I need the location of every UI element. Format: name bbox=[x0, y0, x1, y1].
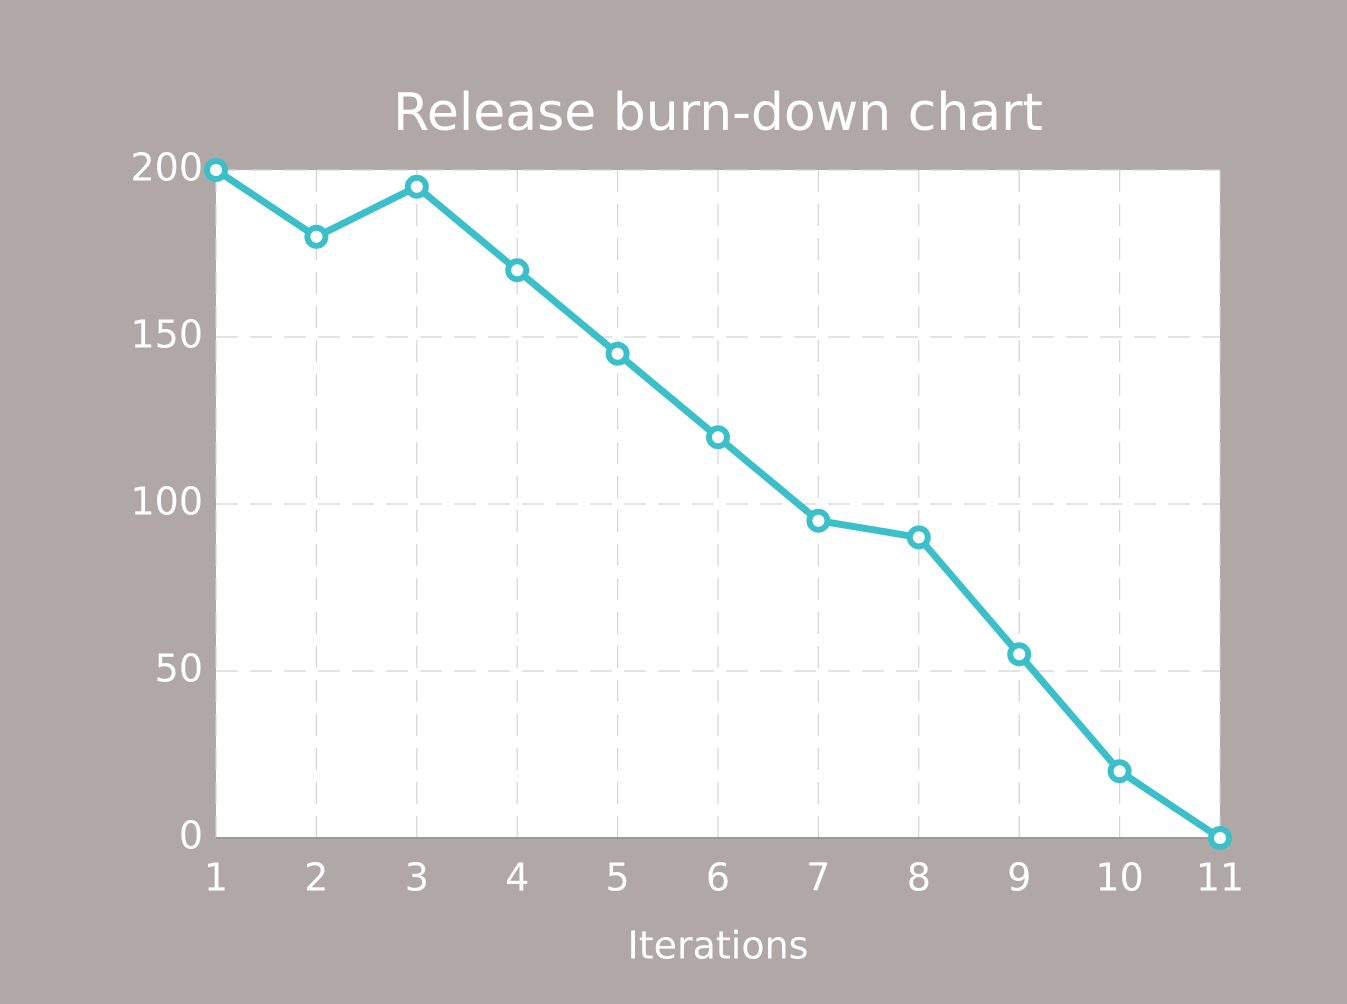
x-axis-title: Iterations bbox=[628, 924, 809, 968]
data-point bbox=[1007, 642, 1032, 667]
data-point bbox=[404, 174, 429, 199]
data-point bbox=[304, 224, 329, 249]
y-tick-label: 200 bbox=[130, 146, 203, 190]
y-tick-label: 50 bbox=[155, 647, 203, 691]
x-tick-label: 1 bbox=[204, 856, 228, 900]
y-tick-label: 150 bbox=[130, 313, 203, 357]
x-tick-label: 10 bbox=[1095, 856, 1143, 900]
chart-title: Release burn-down chart bbox=[393, 83, 1043, 143]
data-point bbox=[806, 508, 831, 533]
data-point bbox=[906, 525, 931, 550]
y-tick-label: 0 bbox=[179, 814, 203, 858]
x-tick-label: 5 bbox=[606, 856, 630, 900]
x-tick-label: 4 bbox=[505, 856, 529, 900]
data-point bbox=[505, 258, 530, 283]
x-tick-label: 3 bbox=[405, 856, 429, 900]
data-point bbox=[605, 341, 630, 366]
x-tick-label: 8 bbox=[907, 856, 931, 900]
data-point bbox=[1107, 759, 1132, 784]
data-point bbox=[204, 158, 228, 182]
y-tick-label: 100 bbox=[130, 480, 203, 524]
data-point bbox=[1208, 826, 1232, 850]
x-tick-label: 9 bbox=[1007, 856, 1031, 900]
data-point bbox=[706, 425, 730, 450]
x-tick-label: 2 bbox=[304, 856, 328, 900]
x-tick-label: 7 bbox=[806, 856, 830, 900]
x-tick-label: 6 bbox=[706, 856, 730, 900]
x-tick-label: 11 bbox=[1196, 856, 1244, 900]
